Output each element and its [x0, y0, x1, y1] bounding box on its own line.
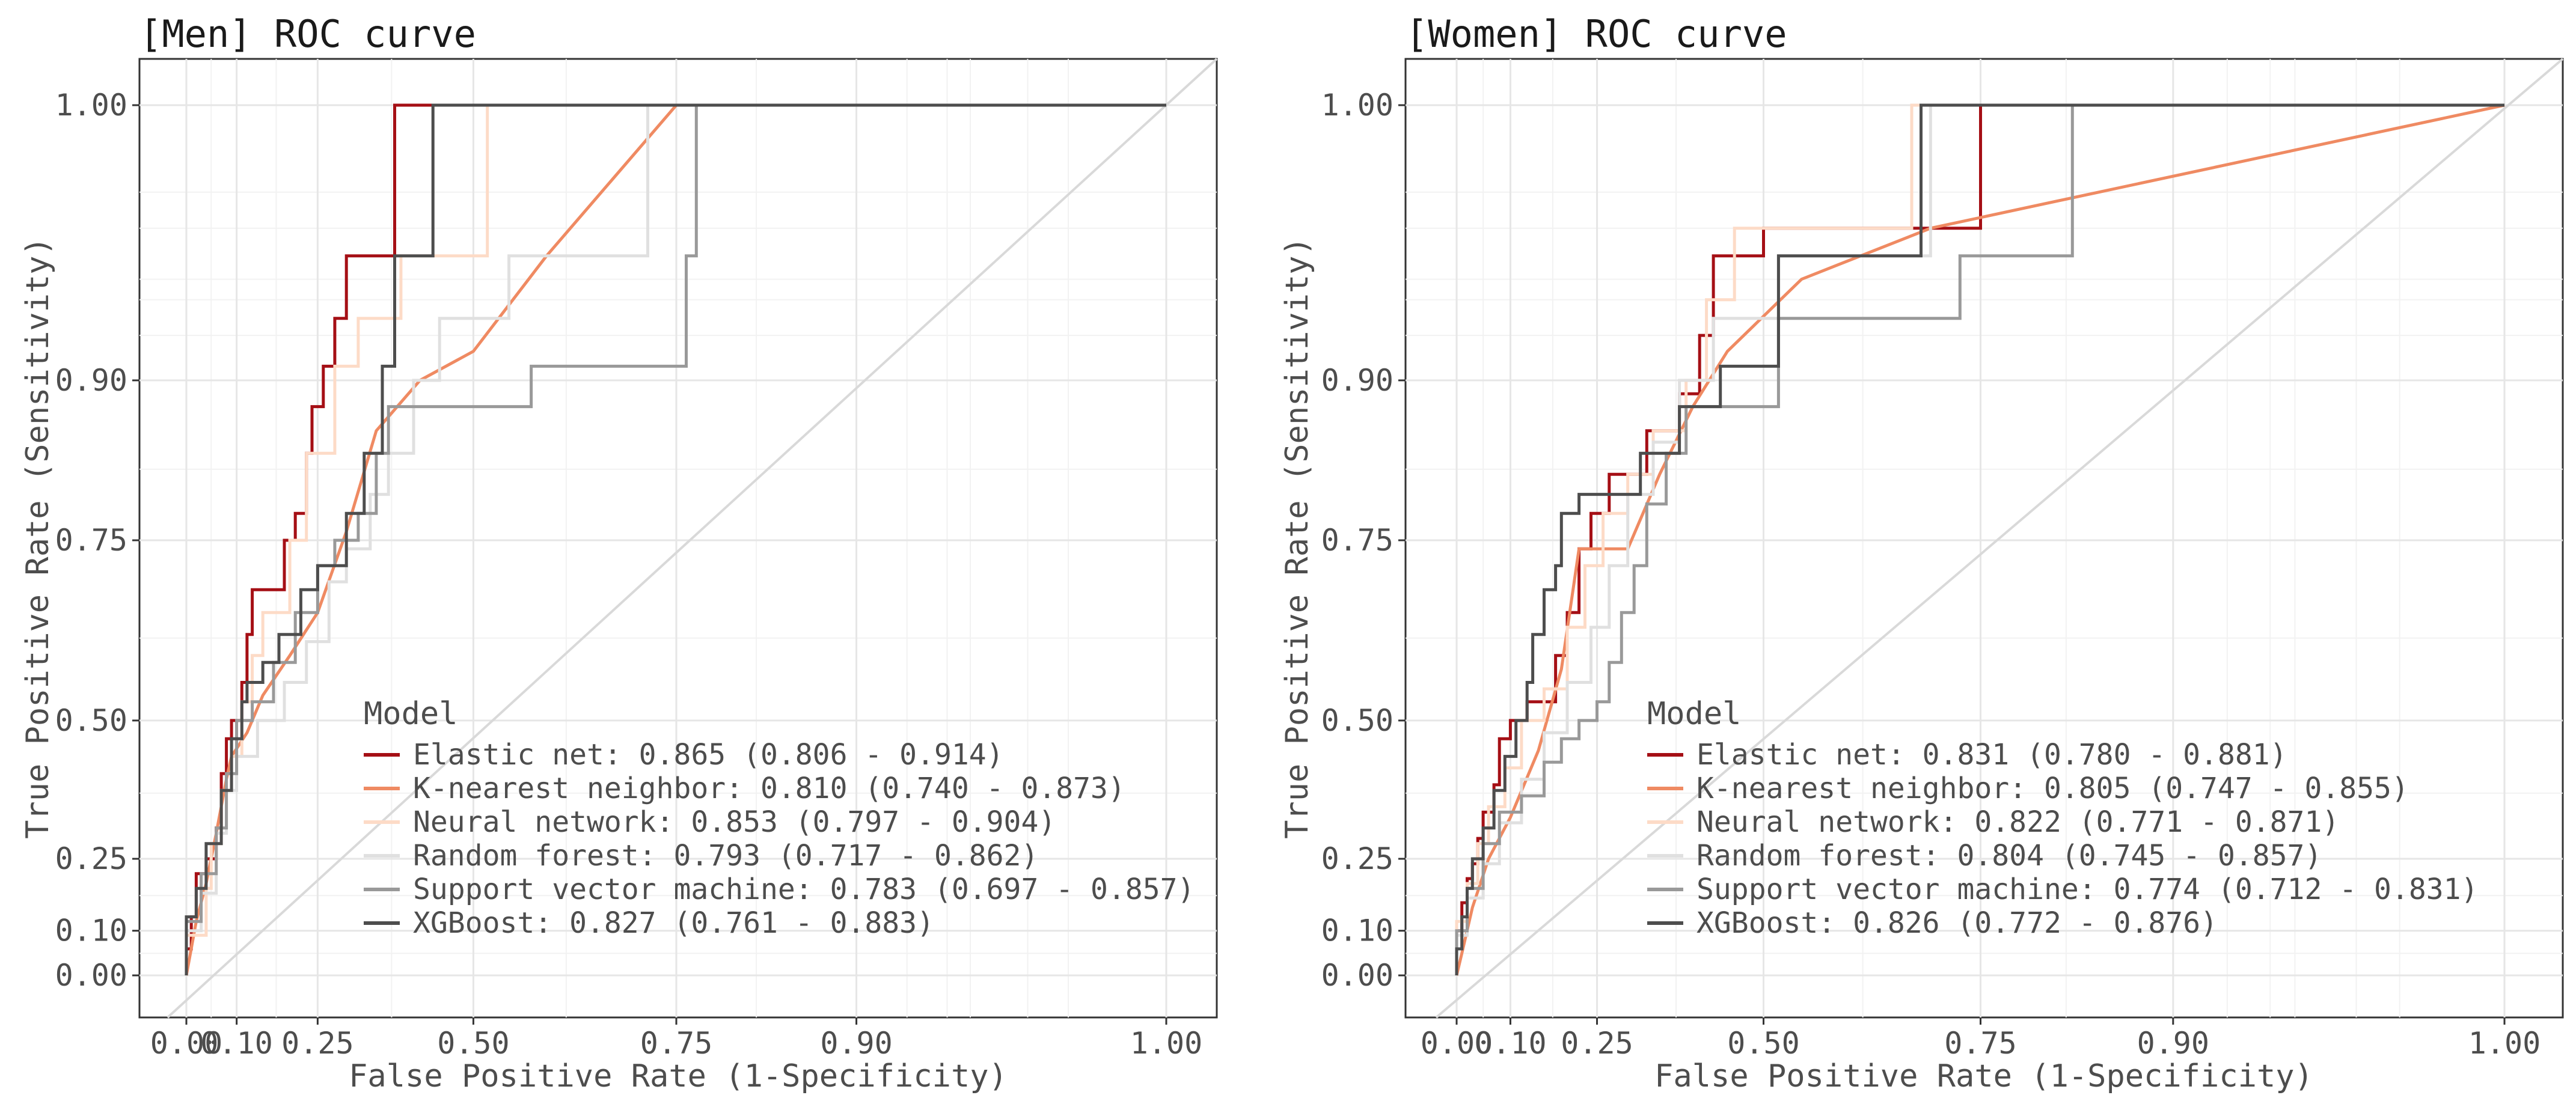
x-tick-label: 0.10	[1474, 1026, 1546, 1061]
y-axis-label: True Positive Rate (Sensitivity)	[20, 237, 56, 839]
chart-title: [Men] ROC curve	[139, 12, 476, 56]
y-tick-label: 0.10	[1321, 913, 1394, 948]
y-tick-label: 0.50	[1321, 703, 1394, 738]
legend-label: Neural network: 0.853 (0.797 - 0.904)	[413, 805, 1056, 839]
x-axis-label: False Positive Rate (1-Specificity)	[349, 1058, 1008, 1094]
reference-diagonal	[167, 58, 1218, 1019]
y-tick-label: 1.00	[1321, 88, 1394, 123]
legend-label: K-nearest neighbor: 0.805 (0.747 - 0.855…	[1696, 772, 2409, 805]
legend-label: XGBoost: 0.827 (0.761 - 0.883)	[413, 906, 934, 940]
legend-label: Random forest: 0.793 (0.717 - 0.862)	[413, 839, 1038, 873]
x-axis-label: False Positive Rate (1-Specificity)	[1654, 1058, 2313, 1094]
x-tick-label: 0.75	[1944, 1026, 2016, 1061]
x-tick-label: 1.00	[2468, 1026, 2541, 1061]
y-tick-label: 1.00	[55, 88, 127, 123]
y-tick-label: 0.00	[55, 958, 127, 993]
roc-line-neural-network	[1455, 103, 2504, 975]
x-tick-label: 0.90	[820, 1026, 892, 1061]
legend-label: Elastic net: 0.831 (0.780 - 0.881)	[1696, 738, 2287, 772]
legend-items: Elastic net: 0.831 (0.780 - 0.881)K-near…	[1647, 738, 2478, 940]
y-tick-label: 0.00	[1321, 958, 1394, 993]
legend-label: Support vector machine: 0.774 (0.712 - 0…	[1696, 873, 2478, 906]
legend-label: Support vector machine: 0.783 (0.697 - 0…	[413, 873, 1195, 906]
y-tick-label: 0.25	[55, 841, 127, 876]
y-axis-label: True Positive Rate (Sensitivity)	[1279, 237, 1315, 839]
y-axis-ticks: 0.00 0.10 0.25 0.50 0.75 0.90 1.00	[1321, 88, 1406, 993]
x-tick-label: 0.50	[1727, 1026, 1799, 1061]
y-tick-label: 0.50	[55, 703, 127, 738]
y-axis-ticks: 0.00 0.10 0.25 0.50 0.75 0.90 1.00	[55, 88, 139, 993]
x-tick-label: 0.25	[281, 1026, 353, 1061]
roc-line-random-forest	[185, 103, 1166, 975]
legend-title: Model	[1647, 696, 1742, 732]
roc-line-support-vector-machine	[1455, 103, 2504, 975]
x-tick-label: 0.50	[437, 1026, 509, 1061]
roc-line-xgboost	[185, 103, 1166, 975]
y-tick-label: 0.75	[55, 523, 127, 558]
women-roc-panel: [Women] ROC curve 0.000.10 0.25 0.50 0.75 0.…	[1279, 12, 2564, 1094]
x-tick-label: 0.00	[150, 1026, 222, 1061]
x-tick-label: 0.25	[1561, 1026, 1633, 1061]
legend-items: Elastic net: 0.865 (0.806 - 0.914)K-near…	[364, 738, 1195, 940]
y-tick-label: 0.90	[55, 363, 127, 398]
legend: Model Elastic net: 0.865 (0.806 - 0.914)…	[364, 696, 1195, 940]
x-axis-ticks: 0.000.10 0.25 0.50 0.75 0.90 1.00	[150, 1017, 1202, 1061]
roc-line-neural-network	[185, 103, 1166, 975]
roc-series	[185, 103, 1166, 976]
legend-label: XGBoost: 0.826 (0.772 - 0.876)	[1696, 906, 2218, 940]
x-axis-ticks: 0.000.10 0.25 0.50 0.75 0.90 1.00	[1421, 1017, 2541, 1061]
x-tick-label: 0.90	[2137, 1026, 2209, 1061]
reference-diagonal	[1435, 58, 2564, 1019]
chart-title: [Women] ROC curve	[1406, 12, 1787, 56]
legend-label: K-nearest neighbor: 0.810 (0.740 - 0.873…	[413, 772, 1125, 805]
legend-label: Neural network: 0.822 (0.771 - 0.871)	[1696, 805, 2339, 839]
legend-label: Elastic net: 0.865 (0.806 - 0.914)	[413, 738, 1004, 772]
legend-title: Model	[364, 696, 458, 732]
roc-series	[1455, 103, 2505, 976]
x-tick-label: 0.10	[200, 1026, 272, 1061]
x-tick-label: 0.00	[1421, 1026, 1493, 1061]
men-roc-panel: [Men] ROC curve 0.000.10 0.25 0.50 0.75 0.90…	[20, 12, 1218, 1094]
x-tick-label: 0.75	[640, 1026, 712, 1061]
legend: Model Elastic net: 0.831 (0.780 - 0.881)…	[1647, 696, 2478, 940]
x-tick-label: 1.00	[1130, 1026, 1202, 1061]
y-tick-label: 0.90	[1321, 363, 1394, 398]
legend-label: Random forest: 0.804 (0.745 - 0.857)	[1696, 839, 2322, 873]
y-tick-label: 0.10	[55, 913, 127, 948]
y-tick-label: 0.75	[1321, 523, 1394, 558]
y-tick-label: 0.25	[1321, 841, 1394, 876]
roc-line-xgboost	[1455, 103, 2504, 975]
roc-line-support-vector-machine	[185, 103, 1166, 975]
plot-panel-border	[138, 58, 1218, 1019]
plot-panel-border	[1404, 58, 2564, 1019]
